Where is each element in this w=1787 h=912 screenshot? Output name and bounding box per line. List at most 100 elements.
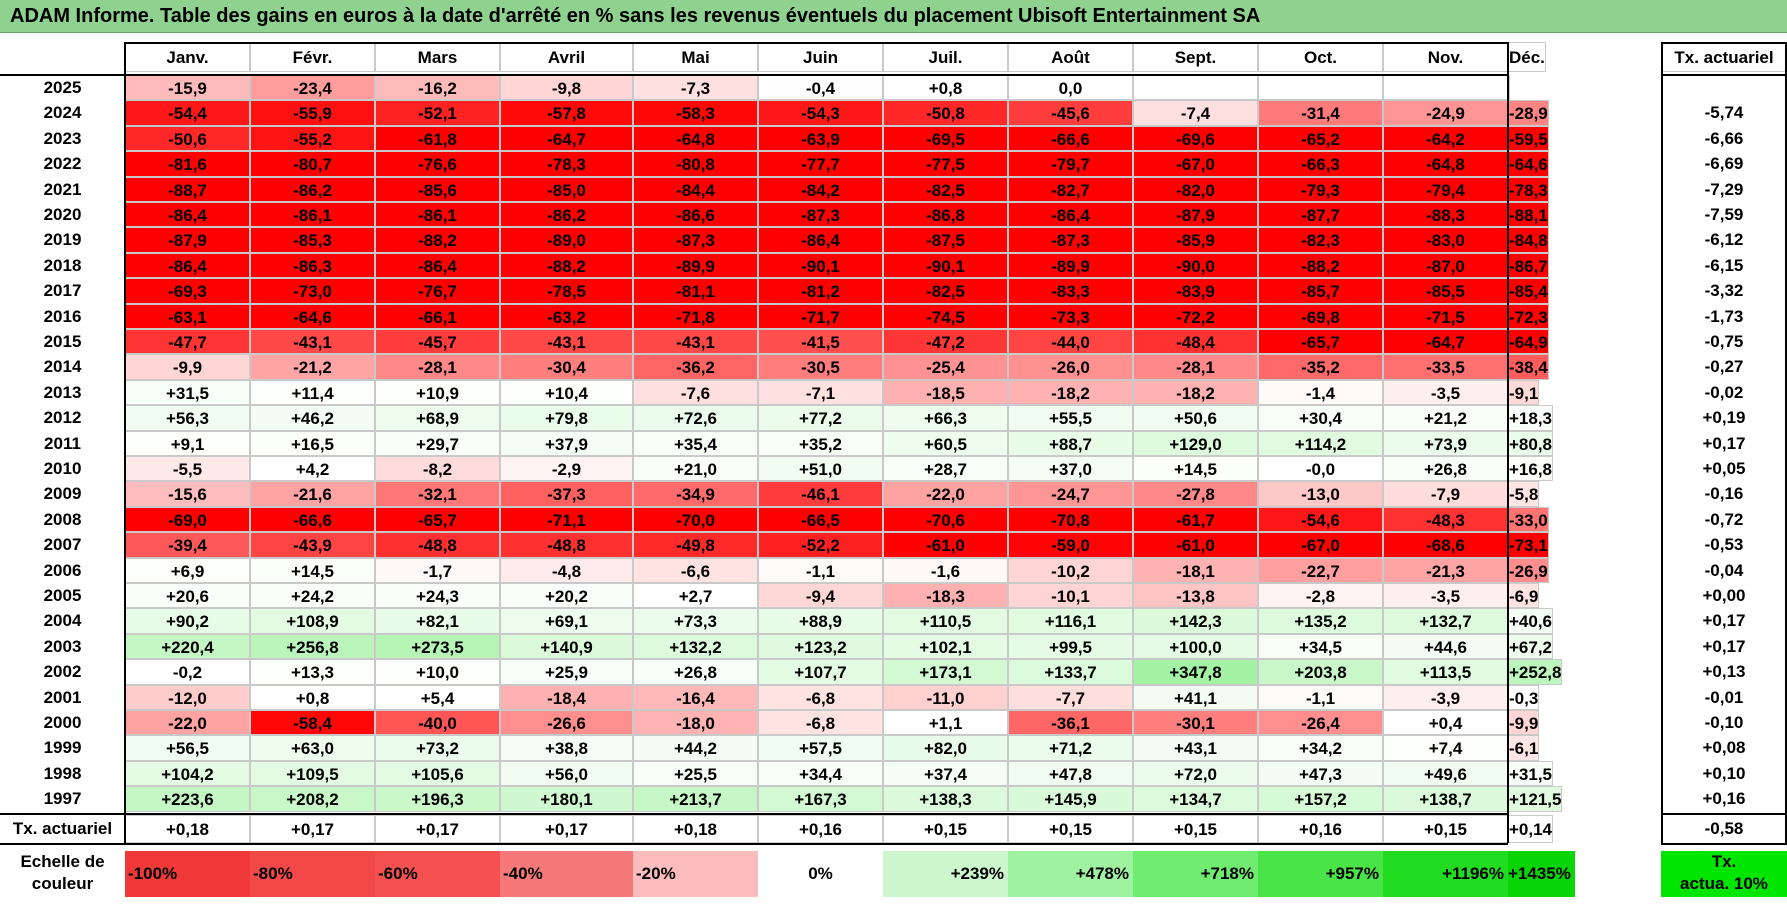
heatmap-cell: +24,2 <box>250 583 375 609</box>
heatmap-cell: +56,5 <box>125 735 250 761</box>
heatmap-cell: -78,3 <box>500 151 633 177</box>
rate-cell: +0,05 <box>1661 456 1787 482</box>
year-label: 2013 <box>43 382 82 402</box>
year-label: 2017 <box>43 281 82 301</box>
scale-label-line2: couleur <box>31 874 94 893</box>
heatmap-cell: -86,4 <box>125 252 250 279</box>
heatmap-cell: -89,9 <box>633 252 758 279</box>
heatmap-cell: -85,3 <box>250 227 375 253</box>
heatmap-cell: -79,7 <box>1008 151 1133 177</box>
year-label: 2018 <box>43 255 82 275</box>
heatmap-cell: -64,7 <box>500 125 633 152</box>
heatmap-cell: +107,7 <box>758 659 883 685</box>
heatmap-cell: +180,1 <box>500 786 633 812</box>
heatmap-cell: +1,1 <box>883 710 1008 736</box>
heatmap-cell: +14,5 <box>1133 456 1258 482</box>
heatmap-cell: -76,6 <box>375 151 500 177</box>
scale-swatch: +478% <box>1008 851 1133 897</box>
heatmap-cell: -68,6 <box>1383 532 1508 558</box>
heatmap-cell: +73,3 <box>633 608 758 634</box>
footer-rate-cell: +0,15 <box>1133 814 1258 843</box>
rate-cell: -0,01 <box>1661 684 1787 710</box>
heatmap-cell: +34,4 <box>758 760 883 787</box>
heatmap-cell: -88,3 <box>1383 202 1508 228</box>
heatmap-cell: -81,2 <box>758 278 883 304</box>
heatmap-cell: -8,2 <box>375 456 500 482</box>
heatmap-cell: -32,1 <box>375 481 500 507</box>
heatmap-cell: +31,5 <box>125 379 250 406</box>
heatmap-cell: -85,5 <box>1383 278 1508 304</box>
heatmap-cell: -64,6 <box>250 303 375 329</box>
year-label: 2006 <box>43 560 82 580</box>
heatmap-cell: +220,4 <box>125 633 250 660</box>
heatmap-cell: +13,3 <box>250 659 375 685</box>
heatmap-cell: -69,8 <box>1258 303 1383 329</box>
heatmap-cell: -86,4 <box>1008 202 1133 228</box>
rate-cell: -7,29 <box>1661 176 1787 202</box>
heatmap-cell: +10,4 <box>500 379 633 406</box>
heatmap-cell: -69,5 <box>883 125 1008 152</box>
heatmap-cell: -50,8 <box>883 100 1008 126</box>
heatmap-cell: +44,6 <box>1383 633 1508 660</box>
heatmap-cell: +132,2 <box>633 633 758 660</box>
heatmap-cell: -24,7 <box>1008 481 1133 507</box>
month-header: Déc. <box>1508 42 1546 72</box>
heatmap-cell: +41,1 <box>1133 684 1258 710</box>
rate-cell: -0,75 <box>1661 329 1787 355</box>
heatmap-cell: -1,7 <box>375 557 500 583</box>
footer-rate-cell: +0,15 <box>1008 814 1133 843</box>
heatmap-cell: -26,4 <box>1258 710 1383 736</box>
heatmap-cell: -64,8 <box>1383 151 1508 177</box>
heatmap-cell: -0,2 <box>125 659 250 685</box>
heatmap-cell: -87,5 <box>883 227 1008 253</box>
heatmap-cell: -22,0 <box>883 481 1008 507</box>
heatmap-cell: +208,2 <box>250 786 375 812</box>
heatmap-cell: +63,0 <box>250 735 375 761</box>
heatmap-cell: +133,7 <box>1008 659 1133 685</box>
heatmap-cell: -54,6 <box>1258 506 1383 533</box>
heatmap-cell: -84,4 <box>633 176 758 202</box>
heatmap-cell: +77,2 <box>758 405 883 431</box>
heatmap-cell: -81,6 <box>125 151 250 177</box>
heatmap-cell: -7,6 <box>633 379 758 406</box>
heatmap-cell: +24,3 <box>375 583 500 609</box>
rate-cell: +0,17 <box>1661 633 1787 660</box>
heatmap-cell: -15,9 <box>125 75 250 101</box>
heatmap-cell: -52,1 <box>375 100 500 126</box>
heatmap-cell: -33,5 <box>1383 354 1508 380</box>
year-label: 2008 <box>43 509 82 529</box>
heatmap-cell: -88,1 <box>1508 202 1549 228</box>
heatmap-cell: +10,9 <box>375 379 500 406</box>
heatmap-cell: -87,3 <box>1008 227 1133 253</box>
heatmap-cell: +173,1 <box>883 659 1008 685</box>
heatmap-cell: -31,4 <box>1258 100 1383 126</box>
heatmap-cell: +110,5 <box>883 608 1008 634</box>
heatmap-cell: -16,4 <box>633 684 758 710</box>
heatmap-cell: -18,2 <box>1133 379 1258 406</box>
heatmap-cell: -46,1 <box>758 481 883 507</box>
month-header: Oct. <box>1258 42 1383 72</box>
heatmap-cell <box>1133 75 1258 101</box>
scale-end-line2: actua. 10% <box>1680 874 1768 893</box>
heatmap-cell: -18,0 <box>633 710 758 736</box>
heatmap-cell: -45,7 <box>375 329 500 355</box>
heatmap-cell: +79,8 <box>500 405 633 431</box>
heatmap-cell: -86,4 <box>375 252 500 279</box>
heatmap-cell: -26,0 <box>1008 354 1133 380</box>
heatmap-cell: +0,8 <box>883 75 1008 101</box>
year-label: 2001 <box>43 687 82 707</box>
heatmap-cell: -28,9 <box>1508 100 1549 126</box>
heatmap-cell: +47,8 <box>1008 760 1133 787</box>
rate-cell: +0,17 <box>1661 430 1787 456</box>
heatmap-cell: -87,3 <box>633 227 758 253</box>
heatmap-cell: -27,8 <box>1133 481 1258 507</box>
heatmap-cell: -87,9 <box>125 227 250 253</box>
frame-line <box>0 843 1508 845</box>
heatmap-cell: -18,5 <box>883 379 1008 406</box>
heatmap-cell: -43,9 <box>250 532 375 558</box>
heatmap-cell: -7,4 <box>1133 100 1258 126</box>
frame-line <box>1661 812 1787 815</box>
heatmap-cell: +0,8 <box>250 684 375 710</box>
heatmap-cell: -1,1 <box>758 557 883 583</box>
heatmap-cell: -85,6 <box>375 176 500 202</box>
